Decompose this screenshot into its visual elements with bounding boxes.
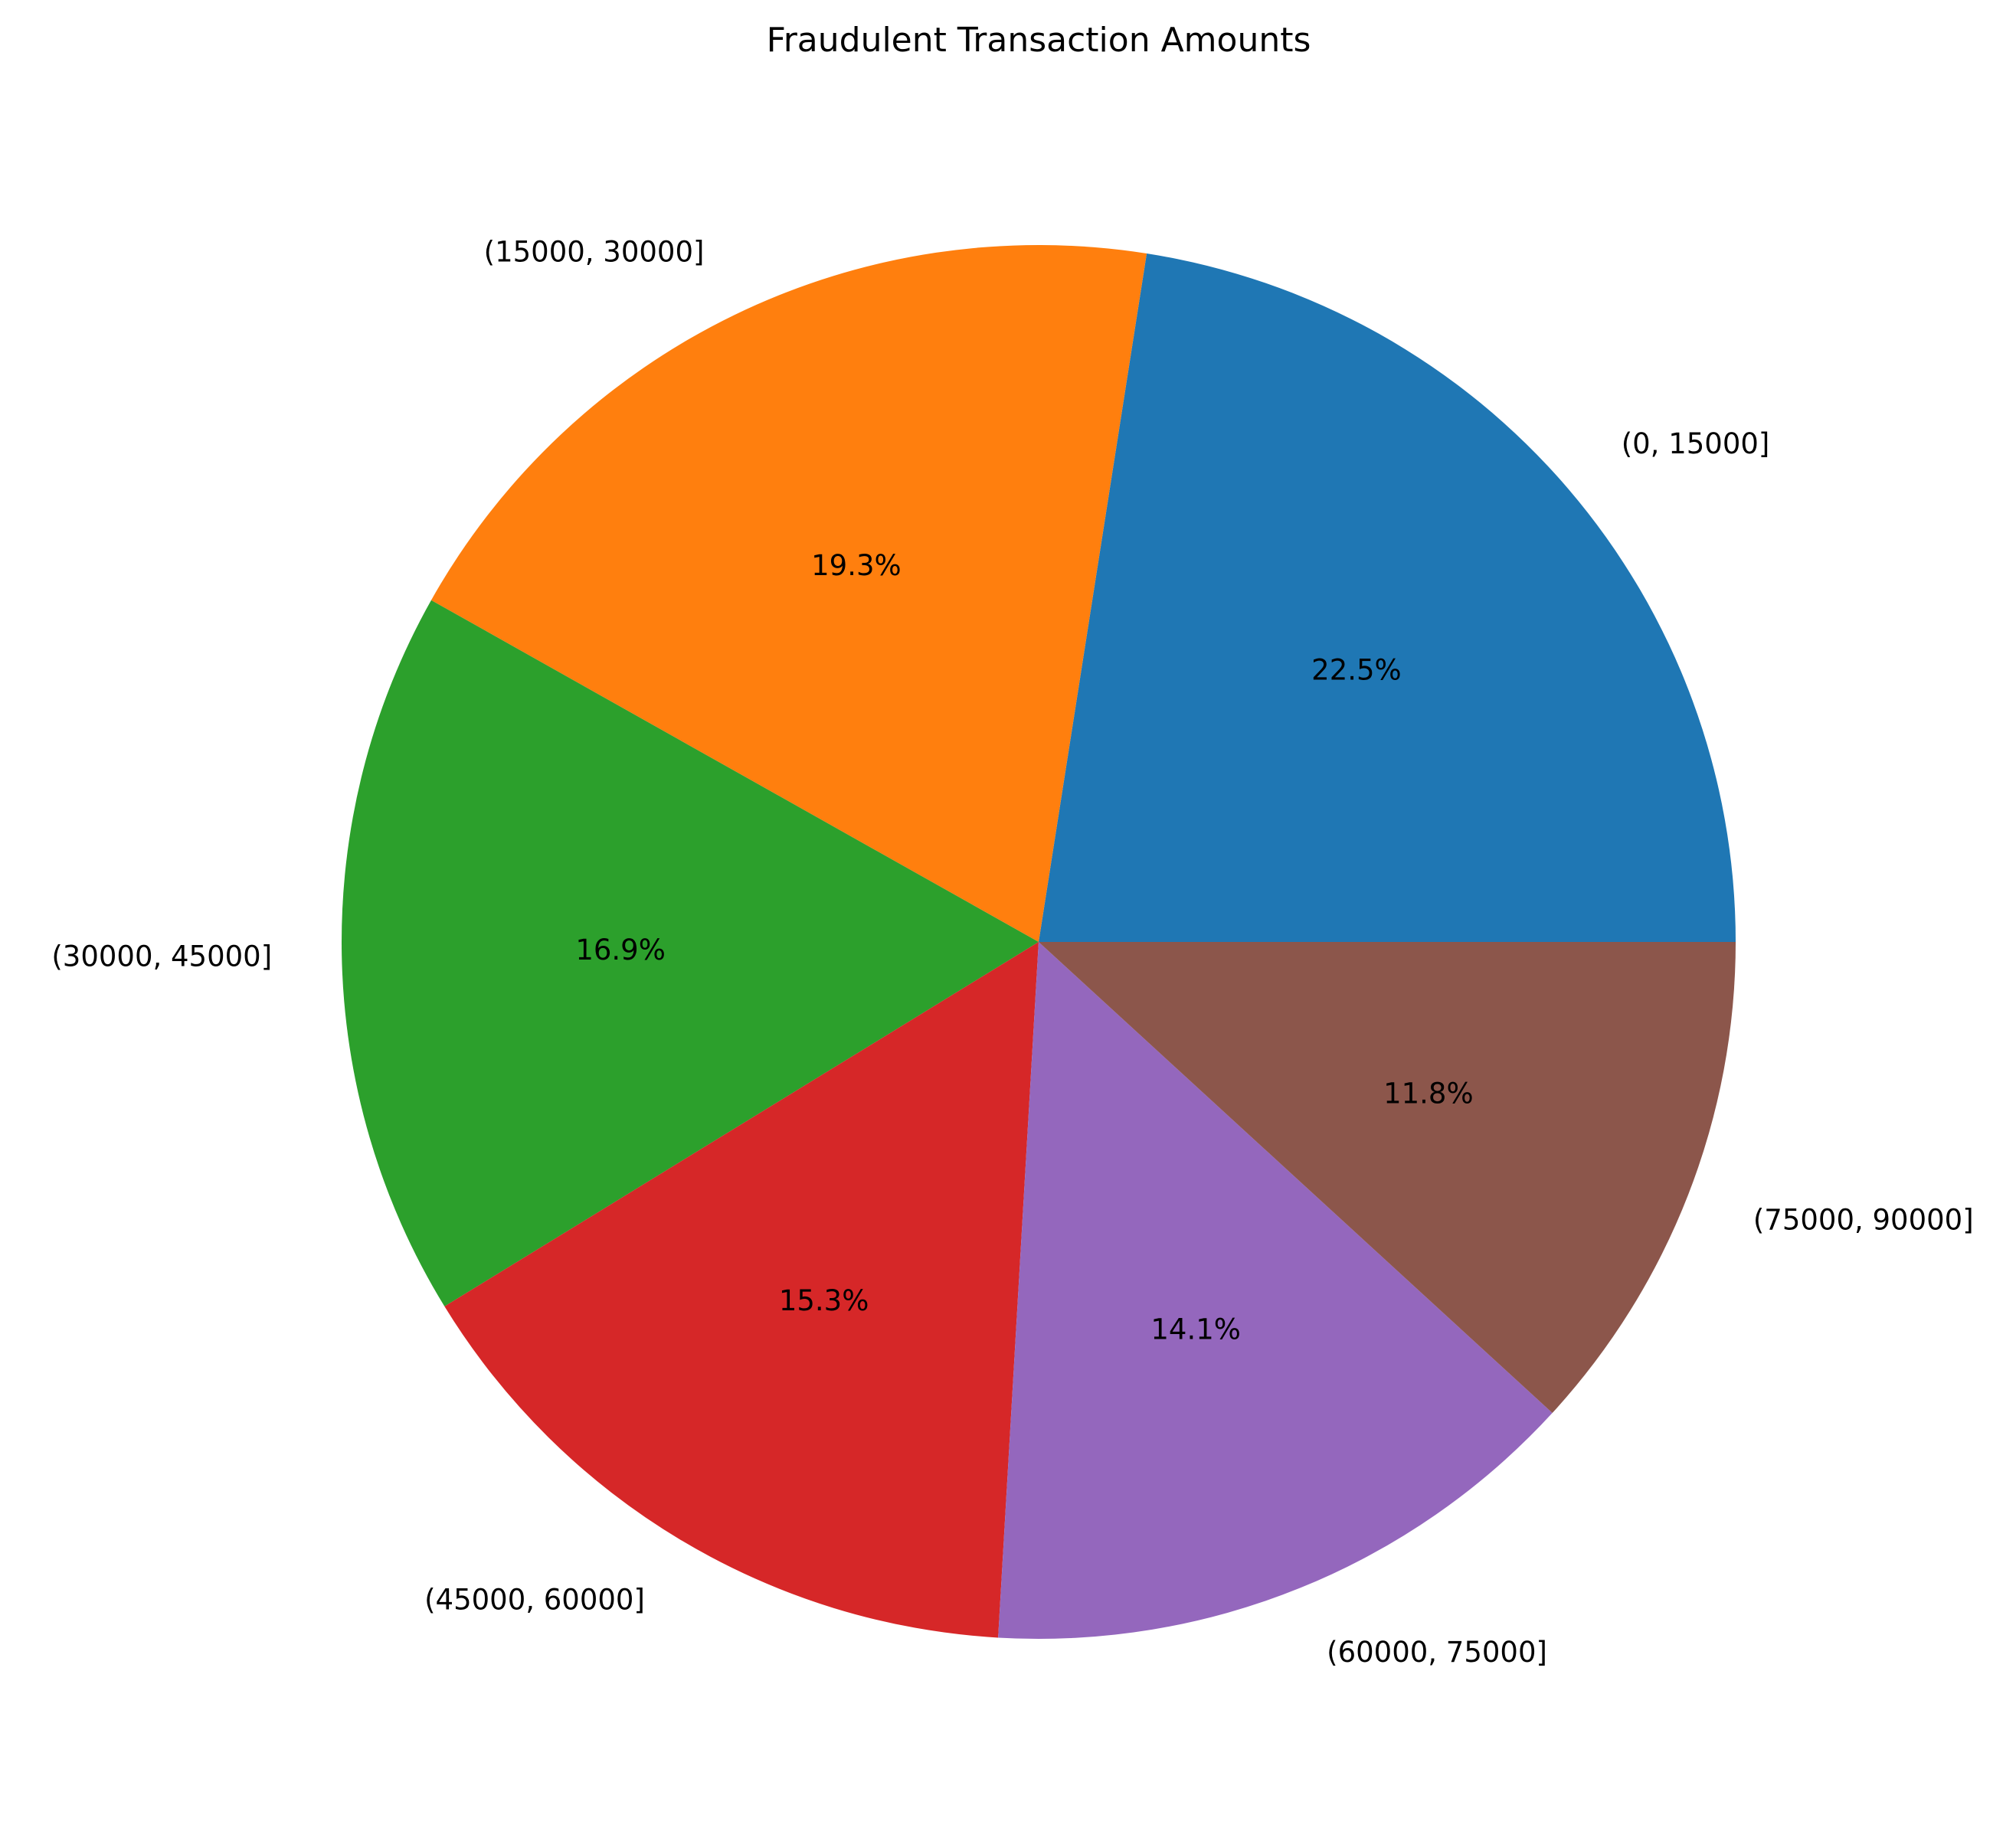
percentage-labels: 22.5% 19.3% 16.9% 15.3% 14.1% 11.8%	[575, 549, 1473, 1346]
slice-percentage-label: 16.9%	[575, 934, 666, 966]
slice-category-label: (75000, 90000]	[1753, 1203, 1974, 1236]
pie-slice	[430, 244, 1147, 942]
chart-title: Fraudulent Transaction Amounts	[767, 21, 1311, 60]
slice-percentage-label: 11.8%	[1383, 1077, 1474, 1110]
slice-percentage-label: 14.1%	[1150, 1313, 1241, 1346]
pie-slices	[342, 244, 1736, 1639]
pie-slice	[1039, 942, 1736, 1414]
slice-category-label: (30000, 45000]	[51, 940, 272, 973]
slice-percentage-label: 19.3%	[811, 549, 902, 582]
slice-percentage-label: 22.5%	[1311, 654, 1402, 687]
slice-category-label: (45000, 60000]	[424, 1583, 645, 1616]
category-labels: (0, 15000] (15000, 30000] (30000, 45000] (4…	[51, 236, 1973, 1669]
slice-percentage-label: 15.3%	[779, 1284, 869, 1317]
slice-category-label: (15000, 30000]	[484, 236, 705, 269]
slice-category-label: (0, 15000]	[1622, 427, 1770, 460]
pie-slice	[444, 942, 1039, 1638]
pie-slice	[998, 942, 1553, 1639]
pie-slice	[342, 600, 1039, 1306]
pie-slice	[1039, 253, 1736, 942]
slice-category-label: (60000, 75000]	[1327, 1636, 1547, 1669]
